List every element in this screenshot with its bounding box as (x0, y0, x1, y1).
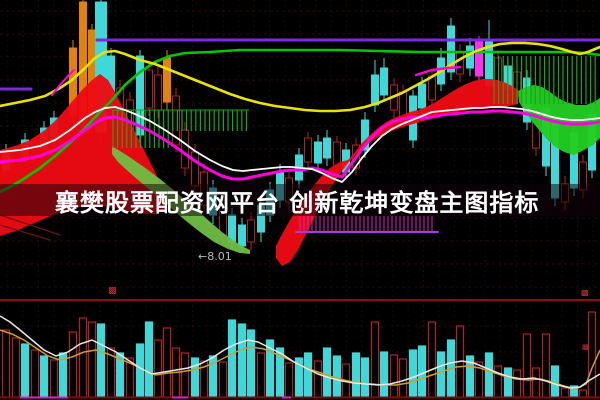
dark-red-line (0, 214, 61, 236)
volume-bar (313, 360, 323, 398)
volume-bar (541, 333, 551, 398)
volume-bar (322, 347, 332, 398)
magenta-ma-line (0, 109, 600, 181)
candle-body (191, 151, 199, 187)
volume-bar (227, 319, 237, 398)
volume-bar (144, 321, 154, 398)
low-price-label: ←8.01 (198, 250, 232, 263)
candle-body (154, 74, 162, 111)
volume-bar (587, 311, 597, 398)
volume-bar (153, 339, 163, 398)
candle-body (447, 25, 455, 73)
volume-bar (20, 343, 30, 398)
candle-body (371, 74, 379, 106)
volume-bar (284, 362, 294, 398)
green-ma-line (0, 48, 600, 194)
volume-bar (503, 367, 513, 398)
volume-bar (389, 354, 399, 398)
ma-lines (0, 38, 600, 241)
white-ma-line (0, 106, 600, 183)
candle-body (323, 137, 331, 159)
volume-bar (578, 389, 588, 398)
candle-body (314, 141, 322, 164)
volume-bar (484, 352, 494, 398)
candle-body (145, 69, 153, 109)
candle-body (181, 129, 189, 169)
volume-bar (303, 352, 313, 398)
watermark-text: 襄樊股票配资网平台 创新乾坤变盘主图指标 (55, 188, 540, 217)
volume-bar (370, 321, 380, 398)
candle-body (163, 57, 171, 103)
candle-body (456, 51, 464, 75)
volume-bar (427, 321, 437, 398)
dark-red-line (0, 224, 51, 241)
candle-body (466, 45, 474, 69)
volume-bar (408, 349, 418, 398)
volume-bar (162, 327, 172, 398)
volume-bar (398, 358, 408, 398)
volume-bar (190, 357, 200, 398)
volume-bar (560, 387, 570, 398)
volume-pane (0, 299, 600, 399)
candle-body (475, 41, 483, 77)
volume-bar (436, 351, 446, 398)
volume-bar (68, 331, 78, 398)
volume-bar (11, 337, 21, 398)
volume-bar (360, 357, 370, 398)
volume-bar (30, 349, 40, 398)
magenta-segment (414, 65, 462, 77)
green-cloud-right (518, 85, 600, 155)
candle-body (418, 83, 426, 109)
candle-body (380, 67, 388, 96)
volume-white-ma (0, 315, 600, 389)
volume-bar (417, 345, 427, 398)
volume-bar (512, 369, 522, 398)
volume-bar (78, 317, 88, 398)
volume-bar (256, 352, 266, 398)
volume-bar (135, 343, 145, 398)
signal-marker-glyph: ▩ (582, 343, 589, 351)
volume-bar (237, 323, 247, 398)
volume-bar (379, 351, 389, 398)
volume-bar (1, 329, 11, 398)
volume-bar (351, 352, 361, 398)
candle-body (304, 137, 312, 163)
volume-bar (87, 321, 97, 398)
candle-body (333, 141, 341, 166)
volume-bar (332, 355, 342, 398)
volume-bar (96, 323, 106, 398)
signal-marker-glyph: ▩ (108, 286, 117, 296)
magenta-arc (51, 69, 75, 96)
volume-bar (180, 352, 190, 398)
watermark-banner: 襄樊股票配资网平台 创新乾坤变盘主图指标 (0, 184, 600, 217)
volume-bar (218, 361, 228, 398)
volume-bar (522, 333, 532, 398)
signal-marker-glyph: ▩ (581, 288, 589, 297)
candle-body (361, 119, 369, 151)
candle-body (238, 224, 246, 247)
candle-body (247, 219, 255, 243)
volume-bar (39, 355, 49, 398)
volume-bar (531, 367, 541, 398)
volume-bar (49, 359, 59, 398)
volume-bar (493, 365, 503, 398)
yellow-ma-line (0, 41, 600, 113)
